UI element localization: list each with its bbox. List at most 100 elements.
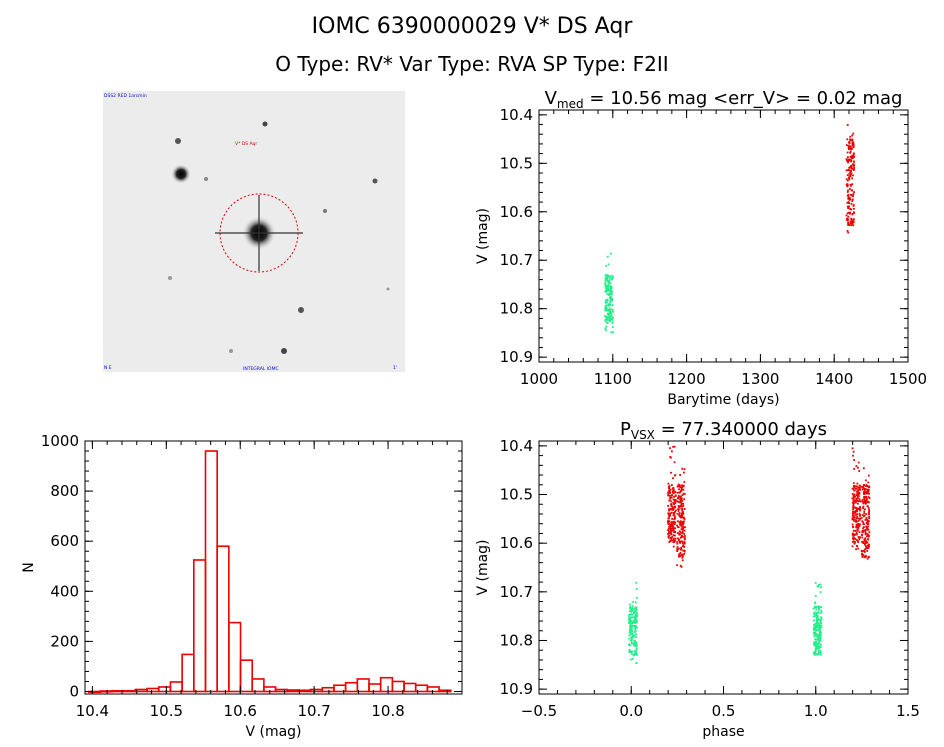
data-point [684,526,686,529]
data-point [852,204,855,207]
data-point [859,506,862,509]
data-point [861,550,864,552]
data-point [815,645,818,648]
data-point [862,527,864,530]
data-point [853,486,856,489]
data-point [817,629,820,632]
data-point [862,507,864,510]
data-point [609,288,612,291]
data-point [820,618,823,621]
data-point [868,543,870,546]
data-point [861,556,864,558]
data-point [682,549,685,552]
data-point [636,615,638,618]
data-point [630,636,633,639]
data-point [818,638,821,641]
data-point [683,533,685,535]
data-point [856,482,859,485]
data-point [682,511,684,514]
data-point [610,293,613,296]
data-point [671,523,674,526]
data-point [667,528,670,531]
data-point [609,285,612,287]
data-point [629,618,632,621]
data-point [679,474,681,476]
data-point [681,499,684,502]
x-tick-label: 1.0 [804,702,828,720]
data-point [847,197,850,200]
data-point [681,467,684,470]
y-tick-label: 10.4 [500,106,533,124]
data-point [852,498,855,501]
data-point [845,158,848,161]
data-point [863,526,865,529]
data-point [814,631,817,634]
data-point [673,491,676,494]
data-point [632,601,635,603]
data-point [677,555,680,558]
data-point [631,607,633,610]
data-point [631,605,634,608]
data-point [867,535,870,538]
data-point [852,519,855,522]
data-point [847,215,850,218]
data-point [676,520,679,523]
data-point [865,491,868,493]
data-point [815,620,818,622]
data-point [609,304,611,307]
data-point [631,622,634,624]
data-point [679,533,681,536]
data-point [681,532,684,535]
data-point [673,521,675,523]
data-point [633,625,636,627]
data-point [679,498,682,501]
data-point [604,277,607,279]
data-point [610,275,613,277]
histogram-bar [146,687,160,693]
data-point [858,518,861,521]
x-tick-label: 1400 [815,370,853,388]
data-point [863,490,866,492]
data-point [609,313,612,316]
x-tick-label: −0.5 [521,702,557,720]
data-point [848,172,851,175]
data-point [605,298,608,301]
data-point [606,293,609,295]
data-point [852,454,854,457]
data-point [851,163,854,166]
data-point [678,521,681,524]
data-point [669,496,672,499]
y-tick-label: 800 [50,482,79,500]
data-point [853,468,856,470]
data-point [668,499,671,502]
data-point [610,292,613,294]
data-point [681,508,684,511]
data-point [852,538,855,541]
data-point [670,530,673,533]
data-point [610,315,613,318]
data-point [845,144,848,147]
data-point [670,508,672,510]
data-point [820,609,823,612]
data-point [607,316,610,319]
data-point [849,151,852,154]
data-point [634,631,636,633]
data-point [607,287,609,290]
data-point [852,484,855,487]
data-point [609,290,612,293]
data-point [673,518,676,521]
x-tick-label: 10.6 [224,702,257,720]
data-point [608,307,611,310]
data-point [606,299,609,301]
data-point [865,513,868,516]
data-point [868,485,871,488]
data-point [815,633,818,636]
data-point [672,487,675,489]
data-point [856,500,859,502]
data-point [605,329,607,332]
data-point [820,616,823,619]
lightcurve-xlabel: Barytime (days) [667,392,779,408]
data-point [680,502,683,505]
data-point [862,521,865,524]
data-point [847,196,850,198]
